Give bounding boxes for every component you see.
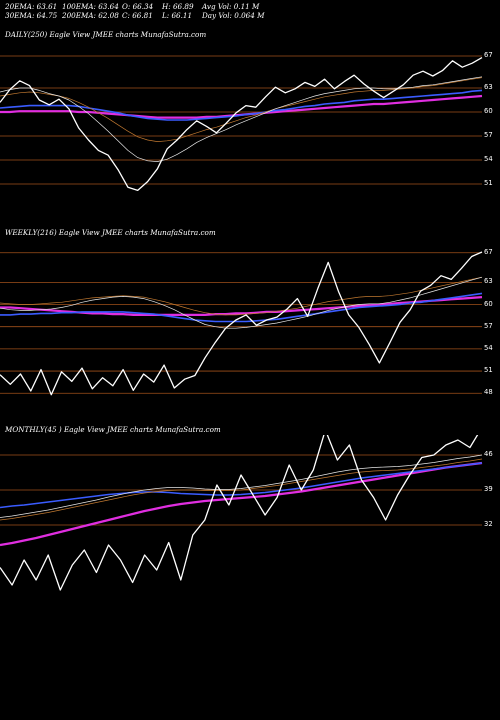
y-tick-label: 54 xyxy=(484,155,493,163)
monthly-chart xyxy=(0,435,483,591)
ema100-line xyxy=(0,89,483,121)
y-tick-label: 46 xyxy=(484,450,493,458)
y-tick-label: 60 xyxy=(484,299,493,308)
price-line xyxy=(0,57,483,192)
ema200-stat: 200EMA: 62.08 xyxy=(62,11,119,20)
y-tick-label: 57 xyxy=(484,131,493,139)
ema100-line xyxy=(0,462,483,509)
ema20-line xyxy=(0,454,483,518)
daily-chart xyxy=(0,55,483,192)
day-vol-stat: Day Vol: 0.064 M xyxy=(202,11,265,20)
ema20-line xyxy=(0,276,483,329)
y-tick-label: 63 xyxy=(484,83,493,91)
y-tick-label: 32 xyxy=(484,520,493,528)
daily-panel-title: DAILY(250) Eagle View JMEE charts Munafa… xyxy=(5,30,207,39)
weekly-chart xyxy=(0,251,483,396)
y-tick-label: 51 xyxy=(484,366,493,375)
y-tick-label: 39 xyxy=(484,485,493,493)
avg-vol-stat: Avg Vol: 0.11 M xyxy=(202,2,260,11)
ema30-stat: 30EMA: 64.75 xyxy=(5,11,58,20)
ema200-line xyxy=(0,461,483,547)
y-tick-label: 51 xyxy=(484,179,493,187)
y-tick-label: 63 xyxy=(484,277,493,286)
high-stat: H: 66.89 xyxy=(162,2,194,11)
weekly-panel-title: WEEKLY(216) Eagle View JMEE charts Munaf… xyxy=(5,228,216,237)
ema20-line xyxy=(0,76,483,162)
y-tick-label: 48 xyxy=(484,388,493,397)
y-tick-label: 67 xyxy=(484,51,493,59)
ema100-line xyxy=(0,292,483,323)
y-tick-label: 57 xyxy=(484,321,493,330)
monthly-panel-title: MONTHLY(45 ) Eagle View JMEE charts Muna… xyxy=(5,425,221,434)
ema30-line xyxy=(0,276,483,316)
ema100-stat: 100EMA: 63.64 xyxy=(62,2,119,11)
price-line xyxy=(0,251,483,396)
y-tick-label: 60 xyxy=(484,107,493,115)
ema20-stat: 20EMA: 63.61 xyxy=(5,2,58,11)
y-tick-label: 67 xyxy=(484,247,493,256)
close-stat: C: 66.81 xyxy=(122,11,153,20)
ema30-line xyxy=(0,458,483,521)
y-tick-label: 54 xyxy=(484,343,493,352)
ema30-line xyxy=(0,77,483,142)
open-stat: O: 66.34 xyxy=(122,2,154,11)
low-stat: L: 66.11 xyxy=(162,11,193,20)
price-line xyxy=(0,435,479,591)
